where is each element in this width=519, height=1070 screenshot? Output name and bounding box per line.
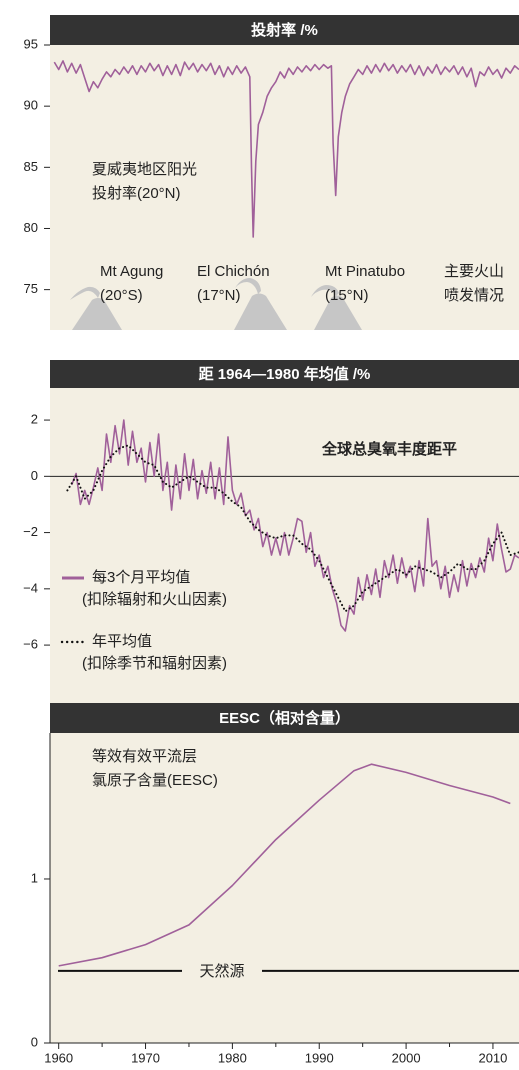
annotation: 等效有效平流层 [92,747,197,765]
annotation: 喷发情况 [444,287,504,304]
x-tick-label: 1960 [44,1050,73,1065]
page: {"chart_data": [ {"type": "line", "title… [0,0,519,1070]
annotation: (20°S) [100,287,143,304]
y-tick-label: 2 [31,412,38,427]
annotation: 夏威夷地区阳光 [92,161,197,178]
x-tick-label: 2010 [478,1050,507,1065]
panel-title: 投射率 /% [251,21,318,39]
x-tick-label: 1980 [218,1050,247,1065]
annotation: 氯原子含量(EESC) [92,772,218,789]
x-tick-label: 1990 [305,1050,334,1065]
y-tick-label: −6 [23,637,38,652]
annotation: 投射率(20°N) [92,185,181,202]
annotation: El Chichón [197,263,270,280]
x-tick-label: 2000 [392,1050,421,1065]
annotation: (15°N) [325,287,369,304]
y-tick-label: −4 [23,580,38,595]
y-tick-label: 0 [31,468,38,483]
annotation: Mt Agung [100,263,163,280]
legend-detail: (扣除辐射和火山因素) [82,591,227,608]
y-tick-label: 80 [24,220,38,235]
y-tick-label: 1 [31,870,38,885]
panel-title: 距 1964—1980 年均值 /% [199,365,371,383]
y-tick-label: 75 [24,281,38,296]
annotation: 全球总臭氧丰度距平 [321,440,457,458]
chart: 投射率 /% 75 80 85 90 95 夏威夷地区阳光投射率(20°N) Mt Agung… [0,0,519,1070]
annotation: Mt Pinatubo [325,263,405,280]
legend-label: 每3个月平均值 [92,569,190,586]
y-tick-label: −2 [23,524,38,539]
legend-label: 年平均值 [92,633,152,650]
y-tick-label: 0 [31,1034,38,1049]
annotation: (17°N) [197,287,241,304]
annotation: 主要火山 [444,263,504,280]
panel-title: EESC（相对含量） [219,709,350,727]
x-tick-label: 1970 [131,1050,160,1065]
legend-detail: (扣除季节和辐射因素) [82,655,227,672]
y-tick-label: 95 [24,36,38,51]
reference-label: 天然源 [199,963,244,980]
y-tick-label: 85 [24,159,38,174]
y-tick-label: 90 [24,98,38,113]
